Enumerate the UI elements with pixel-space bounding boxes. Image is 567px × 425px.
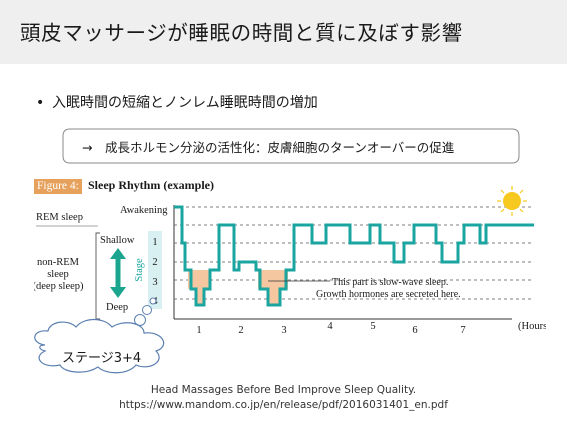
stage-axis-label: Stage — [134, 258, 145, 282]
depth-arrow-icon — [110, 248, 126, 298]
stage-box — [148, 231, 162, 309]
annotation-line-1: This part is slow-wave sleep. — [332, 277, 448, 288]
shallow-label: Shallow — [100, 235, 135, 246]
annotation-line-2: Growth hormones are secreted here. — [316, 289, 461, 300]
deep-label: Deep — [106, 302, 128, 313]
bullet-dot: • — [36, 95, 45, 111]
sun-icon — [497, 186, 527, 216]
callout-box — [62, 128, 520, 164]
x-tick-1: 1 — [196, 325, 201, 336]
sleep-rhythm-figure: REM sleep Awakening non-REM sleep (deep … — [34, 186, 546, 336]
awakening-label: Awakening — [120, 205, 168, 216]
figure-title: Sleep Rhythm (example) — [88, 178, 214, 192]
slow-wave-area-1 — [188, 270, 210, 305]
hypnogram-line — [174, 205, 534, 307]
figure-number-label: Figure 4: — [34, 179, 82, 194]
cloud-text: ステージ3+4 — [62, 351, 142, 366]
rem-sleep-label: REM sleep — [36, 212, 83, 223]
x-tick-7: 7 — [460, 325, 465, 336]
nonrem-label-line3: (deep sleep) — [34, 281, 84, 292]
bullet-text: 入眠時間の短縮とノンレム睡眠時間の増加 — [52, 95, 318, 111]
slide-title: 頭皮マッサージが睡眠の時間と質に及ぼす影響 — [20, 21, 463, 45]
caption-url: https://www.mandom.co.jp/en/release/pdf/… — [119, 399, 448, 411]
title-bar — [0, 0, 567, 64]
nonrem-label-line1: non-REM — [37, 257, 80, 268]
x-unit-label: (Hours) — [518, 321, 546, 332]
x-tick-6: 6 — [412, 325, 417, 336]
x-tick-3: 3 — [281, 325, 286, 336]
caption-title: Head Massages Before Bed Improve Sleep Q… — [150, 384, 417, 396]
nonrem-bracket — [95, 232, 100, 320]
stage-tick-3: 3 — [152, 277, 157, 288]
stage-tick-1: 1 — [152, 237, 157, 248]
x-tick-4: 4 — [327, 321, 333, 332]
x-tick-5: 5 — [370, 321, 375, 332]
callout-text: → 成長ホルモン分泌の活性化：皮膚細胞のターンオーバーの促進 — [82, 140, 455, 155]
stage-tick-2: 2 — [152, 257, 157, 268]
thought-cloud — [34, 297, 165, 374]
nonrem-label-line2: sleep — [47, 269, 69, 280]
slow-wave-area-2 — [258, 270, 288, 305]
x-tick-2: 2 — [238, 325, 243, 336]
bullet-item: • 入眠時間の短縮とノンレム睡眠時間の増加 — [36, 92, 318, 112]
